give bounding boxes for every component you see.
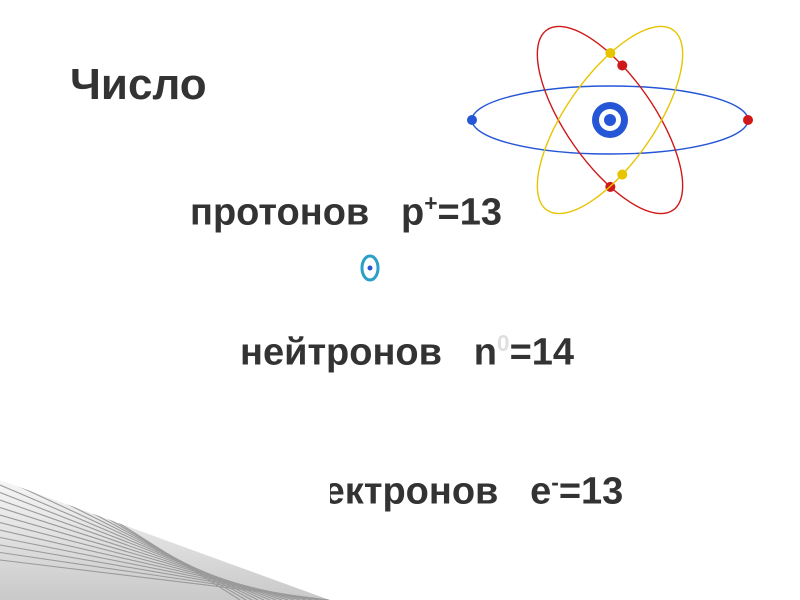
- particle-value: =13: [559, 471, 623, 513]
- particle-lines: протонов p+ =13 нейтронов n0=14 электронов …: [70, 190, 623, 514]
- atom-diagram: [460, 10, 760, 230]
- particle-value: =14: [510, 331, 574, 373]
- watermark-icon: [360, 254, 380, 282]
- particle-line: нейтронов n0=14: [240, 330, 623, 375]
- particle-charge: +: [424, 190, 437, 216]
- particle-symbol: e: [530, 471, 551, 513]
- particle-symbol: n: [474, 331, 497, 373]
- particle-line: электронов e-=13: [280, 469, 623, 514]
- particle-charge: -: [551, 469, 559, 495]
- corner-decoration: [0, 480, 330, 600]
- particle-label: протонов: [190, 192, 369, 234]
- particle-label: нейтронов: [240, 331, 442, 373]
- particle-charge: 0: [497, 330, 510, 356]
- particle-symbol: p: [401, 192, 424, 234]
